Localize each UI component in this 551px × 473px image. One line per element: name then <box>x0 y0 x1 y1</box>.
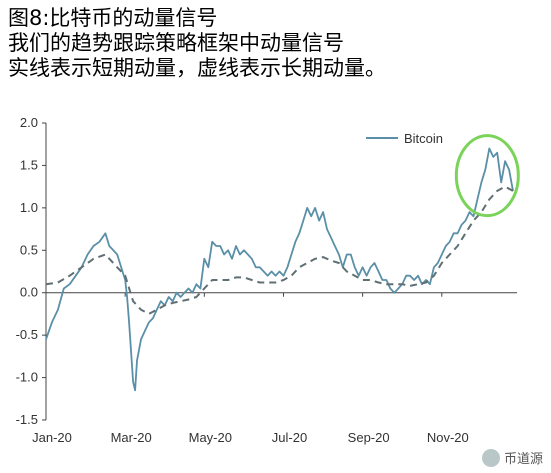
y-tick-label: -1.5 <box>16 412 38 427</box>
y-tick-label: 0.0 <box>20 285 38 300</box>
y-tick-label: 0.5 <box>20 242 38 257</box>
y-tick-label: 1.0 <box>20 200 38 215</box>
watermark: 币道源 <box>481 448 543 467</box>
watermark-text: 币道源 <box>503 452 543 467</box>
watermark-logo-icon <box>481 448 500 467</box>
y-tick-label: -1.0 <box>16 370 38 385</box>
x-tick-label: Jul-20 <box>272 430 307 445</box>
chart-subtitle: 我们的趋势跟踪策略框架中动量信号 <box>8 31 344 55</box>
short-term-momentum-line <box>45 147 514 392</box>
chart-title: 图8:比特币的动量信号 <box>8 6 218 30</box>
x-tick-label: Mar-20 <box>111 430 152 445</box>
x-tick-label: Jan-20 <box>32 430 72 445</box>
chart-title-block: 图8:比特币的动量信号 我们的趋势跟踪策略框架中动量信号 实线表示短期动量，虚线… <box>8 6 548 81</box>
chart-caption: 实线表示短期动量，虚线表示长期动量。 <box>8 56 386 80</box>
y-tick-label: -0.5 <box>16 327 38 342</box>
y-tick-label: 1.5 <box>20 157 38 172</box>
highlight-circle-annotation <box>454 134 520 218</box>
x-tick-label: Sep-20 <box>348 430 390 445</box>
x-tick-label: May-20 <box>189 430 232 445</box>
y-tick-label: 2.0 <box>20 115 38 130</box>
x-tick-label: Nov-20 <box>427 430 469 445</box>
legend-label-bitcoin: Bitcoin <box>404 131 443 146</box>
long-term-momentum-line <box>45 185 514 315</box>
